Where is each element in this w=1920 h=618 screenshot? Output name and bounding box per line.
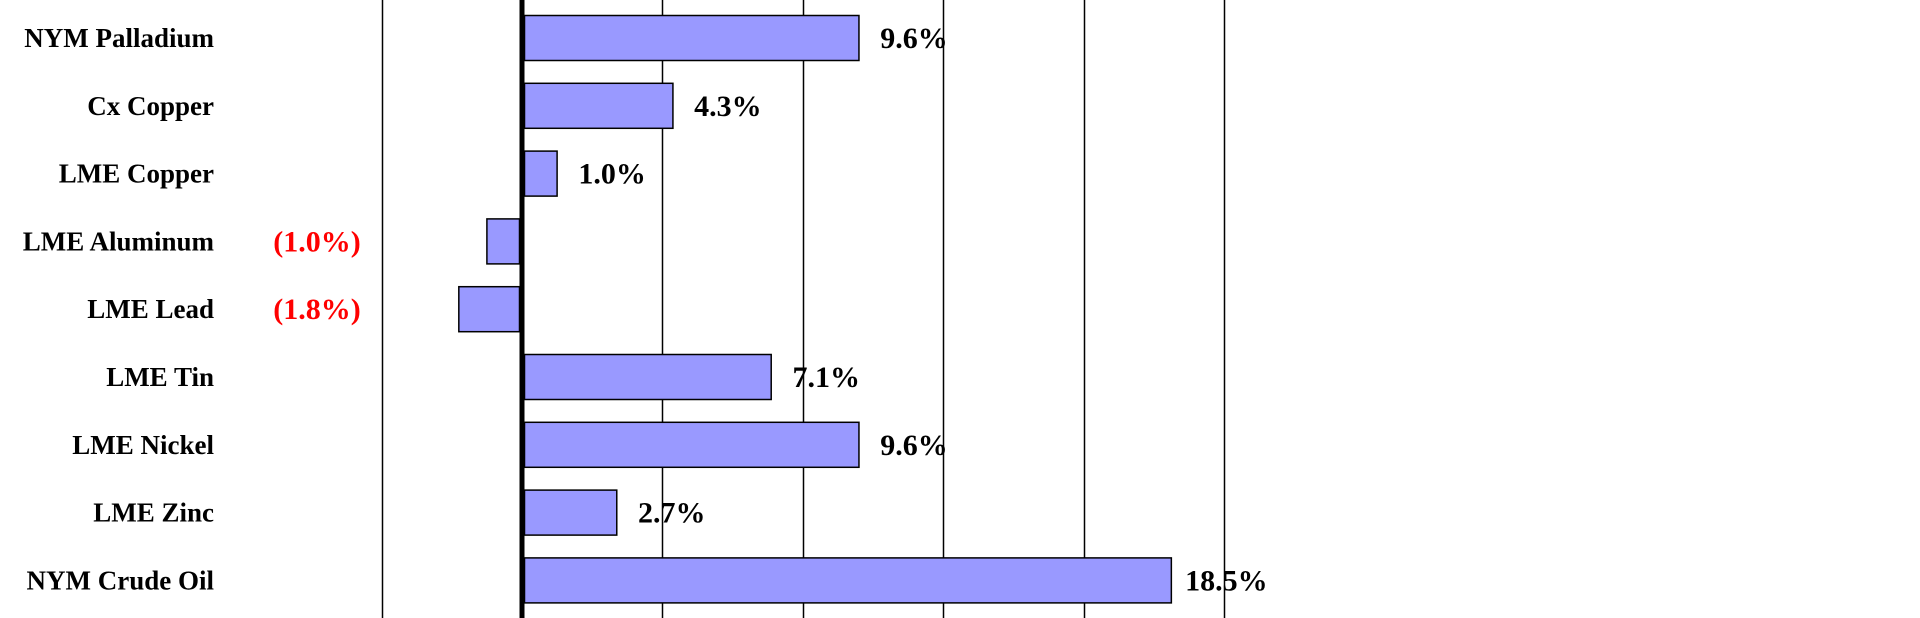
bar-cx-copper bbox=[523, 82, 674, 130]
bar-nym-palladium bbox=[523, 14, 860, 62]
bar-lme-zinc bbox=[523, 489, 618, 536]
bar-lme-copper bbox=[523, 150, 558, 197]
category-labels: NYM Palladium Cx Copper LME Copper LME Alum… bbox=[23, 23, 215, 595]
bars bbox=[458, 14, 1173, 604]
data-label: 9.6% bbox=[880, 22, 948, 55]
bar-lme-lead bbox=[458, 285, 521, 333]
bar-lme-aluminum bbox=[486, 218, 521, 265]
category-label: LME Copper bbox=[59, 159, 214, 189]
data-label: (1.8%) bbox=[273, 293, 360, 326]
bar-nym-crude-oil bbox=[523, 557, 1173, 604]
category-label: LME Zinc bbox=[93, 498, 214, 528]
data-label: 2.7% bbox=[638, 497, 706, 530]
data-label: 18.5% bbox=[1185, 564, 1268, 597]
data-label: 4.3% bbox=[694, 90, 762, 123]
category-label: LME Nickel bbox=[72, 430, 214, 460]
category-label: NYM Palladium bbox=[24, 23, 214, 53]
category-label: LME Aluminum bbox=[23, 226, 215, 256]
category-label: Cx Copper bbox=[87, 91, 214, 121]
data-label: 1.0% bbox=[578, 158, 646, 191]
category-label: NYM Crude Oil bbox=[27, 565, 215, 595]
data-label: (1.0%) bbox=[273, 225, 360, 258]
category-label: LME Tin bbox=[106, 362, 214, 392]
category-label: LME Lead bbox=[87, 294, 214, 324]
data-label: 7.1% bbox=[792, 361, 860, 394]
bar-lme-nickel bbox=[523, 421, 860, 469]
data-label: 9.6% bbox=[880, 429, 948, 462]
data-labels: 9.6% 4.3% 1.0% (1.0%) (1.8%) 7.1% 9.6% 2.7% 18.5… bbox=[273, 22, 1267, 597]
bar-lme-tin bbox=[523, 353, 772, 401]
